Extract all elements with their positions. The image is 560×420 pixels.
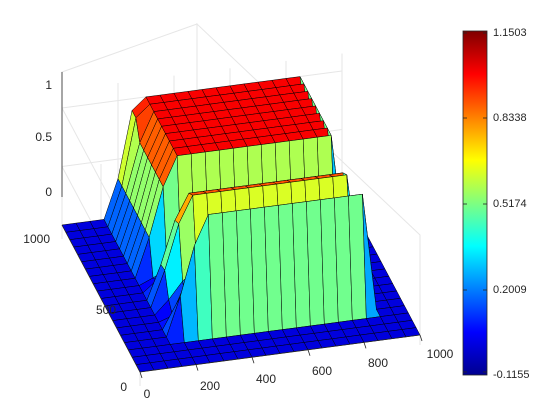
x-tick-label: 400 <box>256 372 276 386</box>
colorbar-tick-label: 0.2009 <box>493 284 527 296</box>
z-tick-label: 0 <box>45 185 52 199</box>
colorbar-gradient <box>462 30 488 376</box>
surface-mesh <box>61 76 421 373</box>
x-tick-mark <box>251 357 255 364</box>
x-tick-mark <box>363 342 367 349</box>
y-tick-label: 500 <box>96 303 116 317</box>
axis-lines <box>61 72 423 379</box>
x-tick-label: 0 <box>144 387 151 401</box>
x-tick-mark <box>195 364 199 371</box>
x-tick-mark <box>307 349 311 356</box>
x-tick-label: 200 <box>200 379 220 393</box>
colorbar-tick-label: 0.5174 <box>493 198 527 210</box>
y-tick-label: 1000 <box>23 232 50 246</box>
y-tick-labels: 1000 500 0 <box>23 232 127 394</box>
colorbar-tick-label: 0.8338 <box>493 112 527 124</box>
x-axis-line <box>139 334 421 373</box>
x-tick-mark <box>139 371 143 379</box>
x-tick-label: 1000 <box>427 347 454 361</box>
x-tick-labels: 0 200 400 600 800 1000 <box>144 347 454 401</box>
z-tick-labels: 1 0.5 0 <box>35 78 52 199</box>
x-tick-label: 800 <box>368 356 388 370</box>
z-tick-label: 1 <box>45 78 52 92</box>
x-tick-mark <box>419 334 423 342</box>
colorbar-tick-label: 1.1503 <box>493 27 527 39</box>
z-tick-label: 0.5 <box>35 130 52 144</box>
colorbar-tick-label: -0.1155 <box>493 369 530 381</box>
y-tick-label: 0 <box>120 380 127 394</box>
colorbar: 1.1503 0.8338 0.5174 0.2009 -0.1155 <box>462 27 530 381</box>
x-tick-label: 600 <box>312 364 332 378</box>
y-axis-line <box>61 224 141 373</box>
